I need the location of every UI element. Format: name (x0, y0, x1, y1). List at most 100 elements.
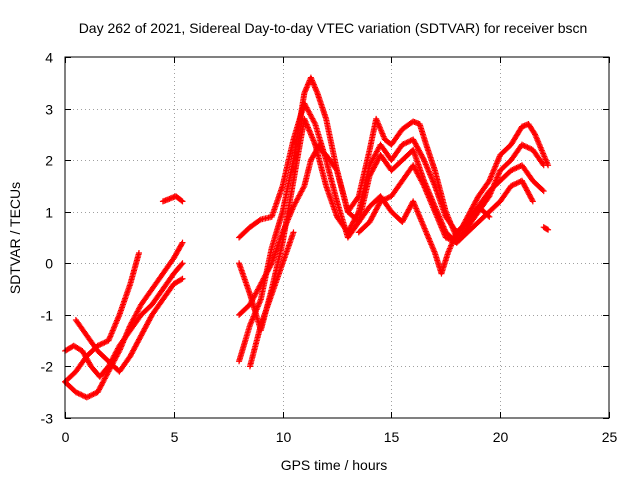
data-point (81, 393, 88, 400)
data-point (529, 198, 536, 205)
data-point (446, 236, 453, 243)
data-point (100, 340, 107, 347)
data-point (521, 142, 528, 149)
data-point (267, 261, 274, 268)
x-tick-label: 15 (384, 429, 400, 445)
data-point (448, 237, 455, 244)
series-track-5 (159, 193, 186, 205)
x-tick-labels: 0 5 10 15 20 25 (62, 429, 618, 445)
x-tick-label: 20 (493, 429, 509, 445)
x-tick-label: 0 (62, 429, 70, 445)
axis-ticks (65, 57, 610, 419)
series-track-13 (540, 224, 552, 233)
data-point (98, 340, 105, 347)
chart-title: Day 262 of 2021, Sidereal Day-to-day VTE… (79, 20, 588, 36)
data-point (178, 261, 185, 268)
data-point (179, 239, 186, 246)
series-track-10 (246, 229, 297, 370)
data-point (178, 276, 185, 283)
data-point (101, 339, 108, 346)
grid-lines (65, 57, 609, 418)
data-point (403, 139, 410, 146)
data-point (89, 391, 96, 398)
data-point (513, 180, 520, 187)
data-point (355, 210, 362, 217)
y-tick-label: 0 (45, 256, 53, 272)
data-point (508, 167, 515, 174)
data-point (402, 140, 408, 147)
data-point (486, 213, 493, 220)
data-point (90, 391, 97, 398)
data-point (513, 164, 520, 171)
data-point (442, 234, 449, 241)
data-point (87, 392, 94, 399)
y-axis-title: SDTVAR / TECUs (7, 182, 23, 294)
x-tick-label: 25 (602, 429, 618, 445)
data-point (380, 197, 387, 204)
data-point (539, 187, 546, 194)
data-point (449, 237, 456, 244)
data-point (378, 197, 385, 204)
x-tick-label: 5 (171, 429, 179, 445)
series-track-1 (62, 239, 186, 401)
data-point (85, 393, 92, 400)
data-point (399, 141, 406, 148)
data-marks (62, 74, 552, 401)
y-tick-label: -2 (41, 359, 54, 375)
data-point (540, 162, 547, 169)
data-point (384, 195, 391, 202)
x-axis-title: GPS time / hours (281, 457, 388, 473)
data-point (178, 197, 185, 204)
series-track-12 (355, 162, 536, 246)
data-point (543, 226, 550, 233)
data-point (385, 194, 392, 201)
data-point (509, 182, 516, 189)
y-tick-label: 2 (45, 153, 53, 169)
x-tick-label: 10 (276, 429, 292, 445)
data-point (86, 393, 93, 400)
data-point (300, 184, 307, 191)
data-point (76, 391, 83, 398)
data-point (72, 389, 79, 396)
y-tick-label: -3 (41, 411, 54, 427)
data-point (529, 197, 536, 204)
plot-frame (64, 56, 610, 419)
data-point (512, 180, 519, 187)
data-point (444, 235, 451, 242)
data-point (400, 141, 407, 148)
data-point (256, 217, 263, 224)
data-point (539, 161, 546, 168)
data-point (83, 394, 90, 401)
data-point (381, 196, 388, 203)
data-point (311, 119, 318, 126)
data-point (520, 142, 527, 149)
data-point (290, 229, 297, 236)
data-point (179, 198, 186, 205)
data-point (382, 195, 389, 202)
data-point (509, 166, 516, 173)
data-point (512, 165, 519, 172)
data-point (527, 145, 534, 152)
y-tick-label: -1 (41, 308, 54, 324)
data-point (377, 198, 384, 205)
data-point (333, 166, 340, 173)
data-point (178, 240, 185, 247)
series-track-9 (236, 141, 323, 318)
data-point (74, 389, 81, 396)
data-point (79, 392, 86, 399)
data-point (540, 188, 547, 195)
y-tick-label: 1 (45, 205, 53, 221)
series-track-4 (62, 249, 142, 385)
data-point (102, 338, 109, 345)
data-point (420, 181, 427, 188)
data-point (524, 144, 531, 151)
y-tick-labels: -3 -2 -1 0 1 2 3 4 (41, 50, 54, 427)
data-point (179, 260, 186, 267)
data-point (514, 164, 521, 171)
data-point (445, 235, 452, 242)
data-point (510, 166, 517, 173)
data-point (518, 141, 525, 148)
data-point (510, 181, 517, 188)
data-point (523, 143, 530, 150)
